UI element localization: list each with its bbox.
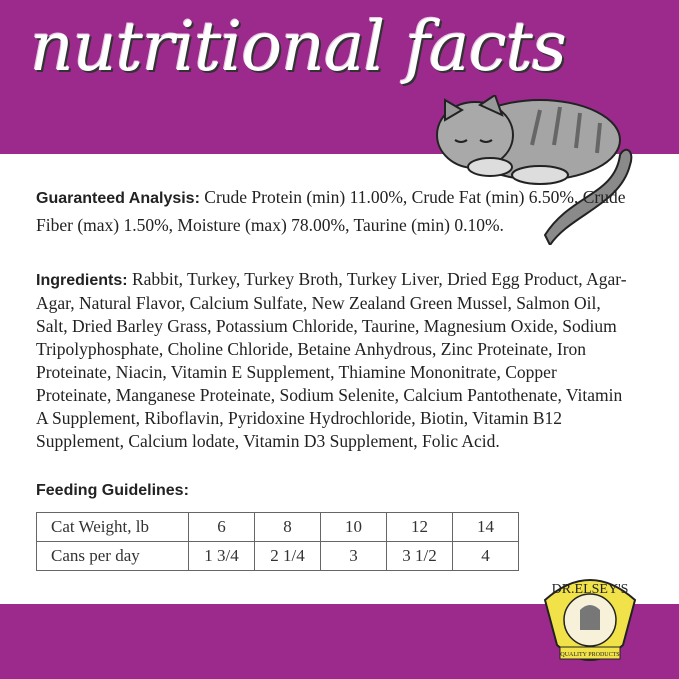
svg-text:QUALITY PRODUCTS: QUALITY PRODUCTS [560,652,619,658]
table-cell: 1 3/4 [188,541,255,571]
table-row: Cat Weight, lb 6 8 10 12 14 [36,512,519,542]
table-cell: 3 1/2 [386,541,453,571]
table-cell: 12 [386,512,453,542]
ingredients-label: Ingredients: [36,272,128,289]
svg-text:DR.ELSEY'S: DR.ELSEY'S [552,582,629,597]
ingredients: Ingredients: Rabbit, Turkey, Turkey Brot… [36,268,636,453]
table-cell: Cans per day [36,541,189,571]
table-cell: 14 [452,512,519,542]
guaranteed-analysis-label: Guaranteed Analysis: [36,190,200,207]
table-cell: 3 [320,541,387,571]
ingredients-text: Rabbit, Turkey, Turkey Broth, Turkey Liv… [36,269,627,451]
guaranteed-analysis-text: Crude Protein (min) 11.00%, Crude Fat (m… [36,187,626,235]
page-title: nutritional facts [30,8,567,87]
feeding-guidelines-heading: Feeding Guidelines: [36,482,189,499]
table-cell: 2 1/4 [254,541,321,571]
table-cell: 6 [188,512,255,542]
table-cell: 10 [320,512,387,542]
table-cell: 4 [452,541,519,571]
feeding-table: Cat Weight, lb 6 8 10 12 14 Cans per day… [36,512,519,571]
table-cell: Cat Weight, lb [36,512,189,542]
table-cell: 8 [254,512,321,542]
guaranteed-analysis: Guaranteed Analysis: Crude Protein (min)… [36,184,636,238]
dr-elseys-logo: DR.ELSEY'S QUALITY PRODUCTS [543,579,637,661]
table-row: Cans per day 1 3/4 2 1/4 3 3 1/2 4 [36,541,519,571]
sleeping-cat-illustration [436,95,633,245]
